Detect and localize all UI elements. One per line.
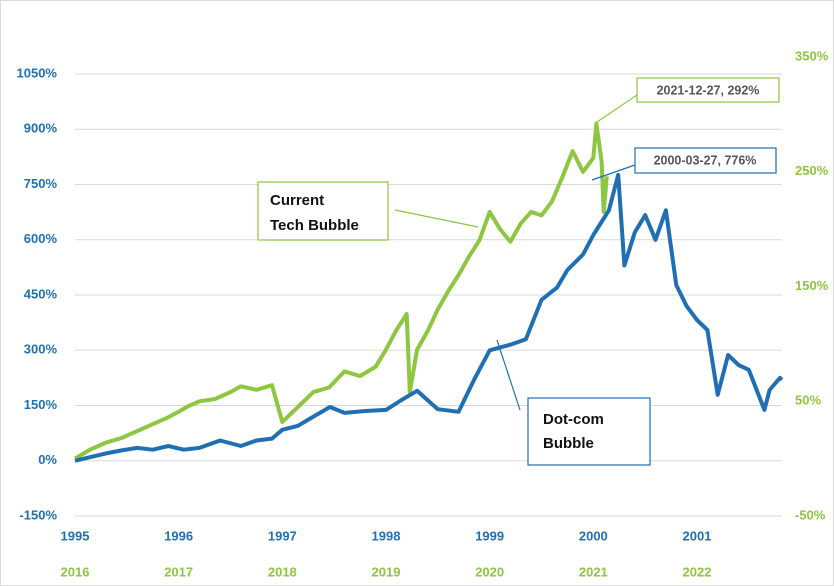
annotation-leader bbox=[394, 209, 479, 228]
x2-tick-label: 2017 bbox=[164, 564, 193, 579]
x-tick-label: 1995 bbox=[61, 528, 90, 543]
annotation-leader bbox=[496, 339, 521, 411]
y2-tick-label: 150% bbox=[795, 278, 829, 293]
x-tick-label: 1998 bbox=[372, 528, 401, 543]
annotation-box bbox=[257, 181, 389, 241]
annotation-text: 2021-12-27, 292% bbox=[657, 83, 760, 97]
y2-tick-label: -50% bbox=[795, 507, 826, 522]
annotation-text: Bubble bbox=[543, 435, 594, 452]
annotation-box bbox=[636, 77, 780, 103]
y-tick-label: 600% bbox=[24, 231, 58, 246]
y-tick-label: 300% bbox=[24, 342, 58, 357]
annotation-text: Dot-com bbox=[543, 411, 604, 428]
x2-tick-label: 2018 bbox=[268, 564, 297, 579]
x-tick-label: 1999 bbox=[475, 528, 504, 543]
y-tick-label: 1050% bbox=[17, 65, 58, 80]
x2-tick-label: 2020 bbox=[475, 564, 504, 579]
x2-tick-label: 2019 bbox=[372, 564, 401, 579]
annotations: Current Tech Bubble Dot-com Bubble 2021-… bbox=[257, 77, 780, 466]
y-tick-label: 0% bbox=[38, 452, 57, 467]
annotation-text: Tech Bubble bbox=[270, 217, 359, 234]
annotation-box bbox=[634, 147, 777, 174]
y-tick-label: 450% bbox=[24, 286, 58, 301]
series-line bbox=[73, 121, 609, 461]
y-tick-label: -150% bbox=[19, 507, 57, 522]
annotation-leader bbox=[596, 94, 638, 123]
annotation-text: Current bbox=[270, 192, 324, 209]
annotation-leader bbox=[591, 164, 636, 181]
x2-tick-label: 2016 bbox=[61, 564, 90, 579]
y-tick-label: 900% bbox=[24, 121, 58, 136]
y-tick-label: 750% bbox=[24, 176, 58, 191]
x-tick-label: 2000 bbox=[579, 528, 608, 543]
y2-tick-label: 50% bbox=[795, 393, 821, 408]
x2-tick-label: 2021 bbox=[579, 564, 608, 579]
annotation-box bbox=[527, 397, 651, 466]
y2-tick-label: 350% bbox=[795, 48, 829, 63]
x-tick-label: 1997 bbox=[268, 528, 297, 543]
x-tick-label: 1996 bbox=[164, 528, 193, 543]
x-tick-label: 2001 bbox=[683, 528, 712, 543]
y2-tick-label: 250% bbox=[795, 163, 829, 178]
x2-tick-label: 2022 bbox=[683, 564, 712, 579]
y-tick-label: 150% bbox=[24, 397, 58, 412]
annotation-text: 2000-03-27, 776% bbox=[654, 153, 757, 167]
